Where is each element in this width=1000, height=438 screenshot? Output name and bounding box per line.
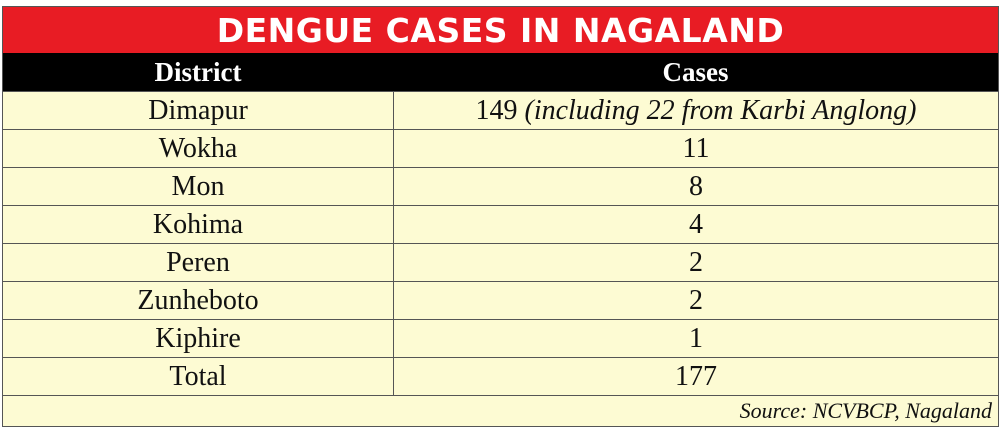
cases-cell: 11 [394, 130, 998, 167]
district-cell: Mon [3, 168, 394, 205]
cases-note: (including 22 from Karbi Anglong) [524, 95, 917, 126]
table-row: Wokha 11 [3, 129, 998, 167]
header-row: District Cases [3, 53, 998, 91]
cases-value: 1 [689, 323, 703, 354]
table-title: DENGUE CASES IN NAGALAND [3, 7, 998, 53]
district-cell: Kohima [3, 206, 394, 243]
table-row: Zunheboto 2 [3, 281, 998, 319]
cases-value: 11 [682, 133, 710, 164]
cases-cell: 1 [394, 320, 998, 357]
cases-cell: 2 [394, 244, 998, 281]
header-district: District [154, 57, 242, 87]
table-row: Total 177 [3, 357, 998, 395]
cases-value: 2 [689, 247, 703, 278]
cases-cell: 8 [394, 168, 998, 205]
header-cases: Cases [662, 57, 729, 87]
cases-cell: 149 (including 22 from Karbi Anglong) [394, 92, 998, 129]
table-row: Kohima 4 [3, 205, 998, 243]
cases-value: 2 [689, 285, 703, 316]
cases-cell: 2 [394, 282, 998, 319]
cases-value: 149 [475, 95, 518, 126]
district-cell: Zunheboto [3, 282, 394, 319]
district-cell: Peren [3, 244, 394, 281]
district-cell: Dimapur [3, 92, 394, 129]
district-cell: Kiphire [3, 320, 394, 357]
table-row: Mon 8 [3, 167, 998, 205]
table-row: Kiphire 1 [3, 319, 998, 357]
district-cell: Total [3, 358, 394, 395]
cases-cell: 177 [394, 358, 998, 395]
table-body: Dimapur 149 (including 22 from Karbi Angl… [3, 91, 998, 395]
cases-value: 8 [689, 171, 703, 202]
table-row: Peren 2 [3, 243, 998, 281]
cases-value: 177 [675, 361, 717, 392]
dengue-table: DENGUE CASES IN NAGALAND District Cases … [2, 6, 999, 427]
cases-cell: 4 [394, 206, 998, 243]
table-row: Dimapur 149 (including 22 from Karbi Angl… [3, 91, 998, 129]
source-note: Source: NCVBCP, Nagaland [3, 395, 998, 426]
cases-value: 4 [689, 209, 703, 240]
district-cell: Wokha [3, 130, 394, 167]
